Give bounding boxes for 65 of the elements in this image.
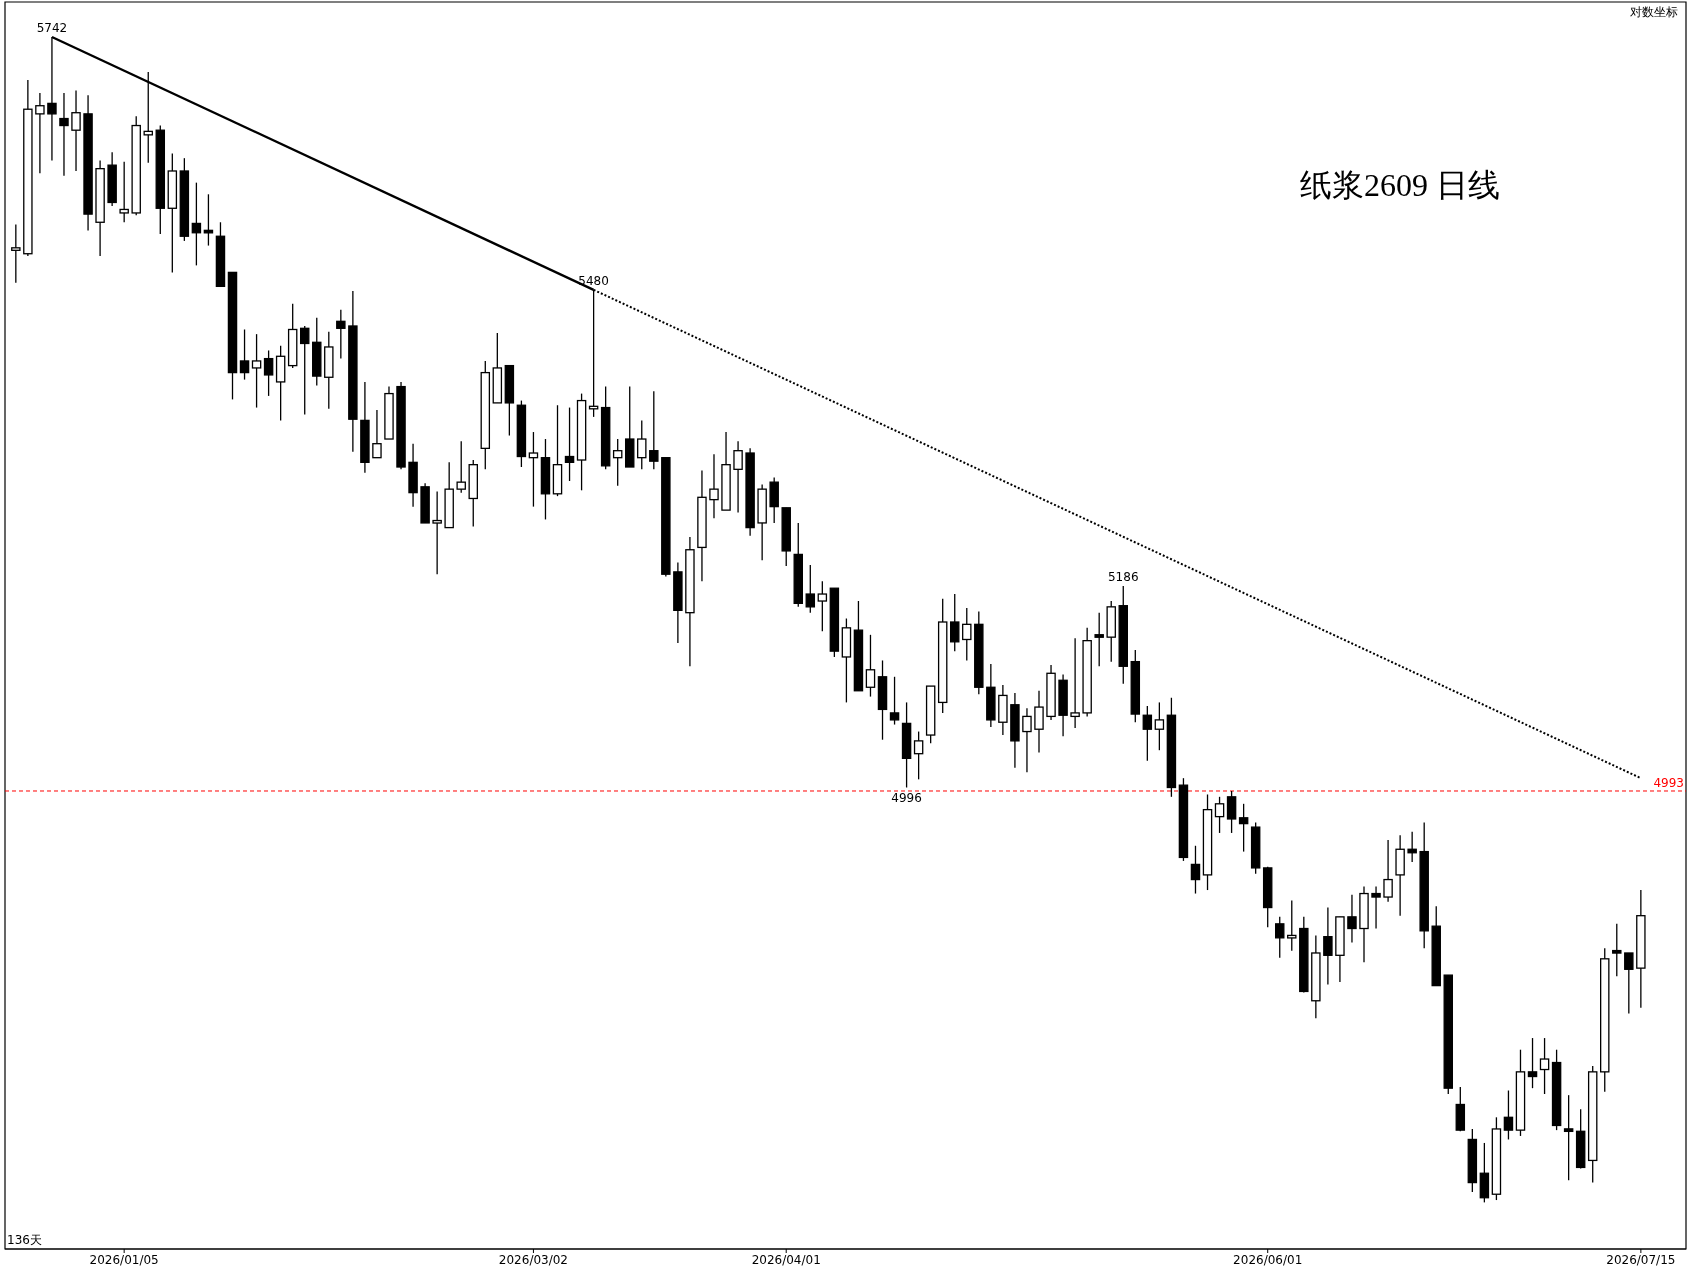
candlestick (1539, 1037, 1550, 1095)
candlestick (191, 181, 202, 267)
x-tick-label: 2026/07/15 (1606, 1253, 1676, 1267)
candlestick (1407, 831, 1417, 863)
candlestick (59, 92, 69, 177)
text: 纸浆2609 日线 (1300, 167, 1500, 203)
candlestick (612, 438, 623, 487)
candlestick (1503, 1089, 1514, 1141)
candlestick (564, 406, 575, 482)
candlestick (372, 409, 382, 459)
candlestick (1383, 839, 1393, 903)
candlestick (1527, 1037, 1538, 1089)
candlestick (889, 676, 900, 726)
candlestick (1022, 707, 1032, 773)
annotation: 5480 (578, 273, 609, 288)
candlestick (1094, 612, 1104, 667)
candlestick (865, 634, 876, 698)
candlestick (251, 333, 262, 409)
candlestick (1563, 1094, 1574, 1181)
candlestick (528, 431, 539, 508)
candlestick (11, 223, 21, 284)
x-tick-label: 2026/03/02 (498, 1253, 569, 1267)
candlestick (1238, 803, 1249, 853)
candlestick (143, 71, 153, 164)
candlestick (1275, 916, 1285, 959)
x-tick-label: 2026/04/01 (751, 1253, 821, 1267)
candlestick (1214, 796, 1225, 834)
annotation: 5186 (1107, 569, 1139, 584)
candlestick (1034, 690, 1044, 754)
candlestick (336, 309, 346, 360)
candlestick (432, 490, 442, 575)
candlestick (649, 390, 659, 470)
candlestick (71, 89, 81, 172)
candlestick (1371, 885, 1381, 930)
candlestick (1070, 637, 1080, 729)
text: 对数坐标 (1630, 5, 1678, 19)
candlestick (637, 419, 647, 470)
candlestick (1190, 845, 1201, 895)
annotation: 4996 (891, 791, 922, 806)
candlestick (1624, 952, 1634, 1015)
candlestick (1226, 790, 1237, 834)
candlestick (709, 453, 719, 519)
text: 136天 (7, 1233, 42, 1247)
candlestick (1287, 899, 1297, 952)
candlestick (1154, 701, 1165, 751)
candlestick (805, 564, 816, 614)
candlestick (119, 161, 129, 223)
candlestick (962, 607, 972, 662)
annotation: 5742 (36, 20, 68, 35)
candlestick (950, 593, 960, 652)
candlestick (817, 580, 828, 632)
candlestick (1347, 894, 1357, 944)
candlestick (263, 349, 274, 397)
x-tick-label: 2026/06/01 (1233, 1253, 1303, 1267)
candlestick (35, 92, 45, 174)
candlestick (1323, 906, 1333, 986)
text: 4993 (1653, 775, 1684, 790)
candlestick (1612, 923, 1622, 977)
candlestick (1142, 705, 1153, 762)
candlestick (239, 328, 250, 381)
x-tick-label: 2026/01/05 (89, 1253, 159, 1267)
candlestick (299, 325, 310, 416)
candlestick (913, 730, 924, 780)
candlestick (733, 440, 743, 514)
candlestick (456, 440, 466, 494)
